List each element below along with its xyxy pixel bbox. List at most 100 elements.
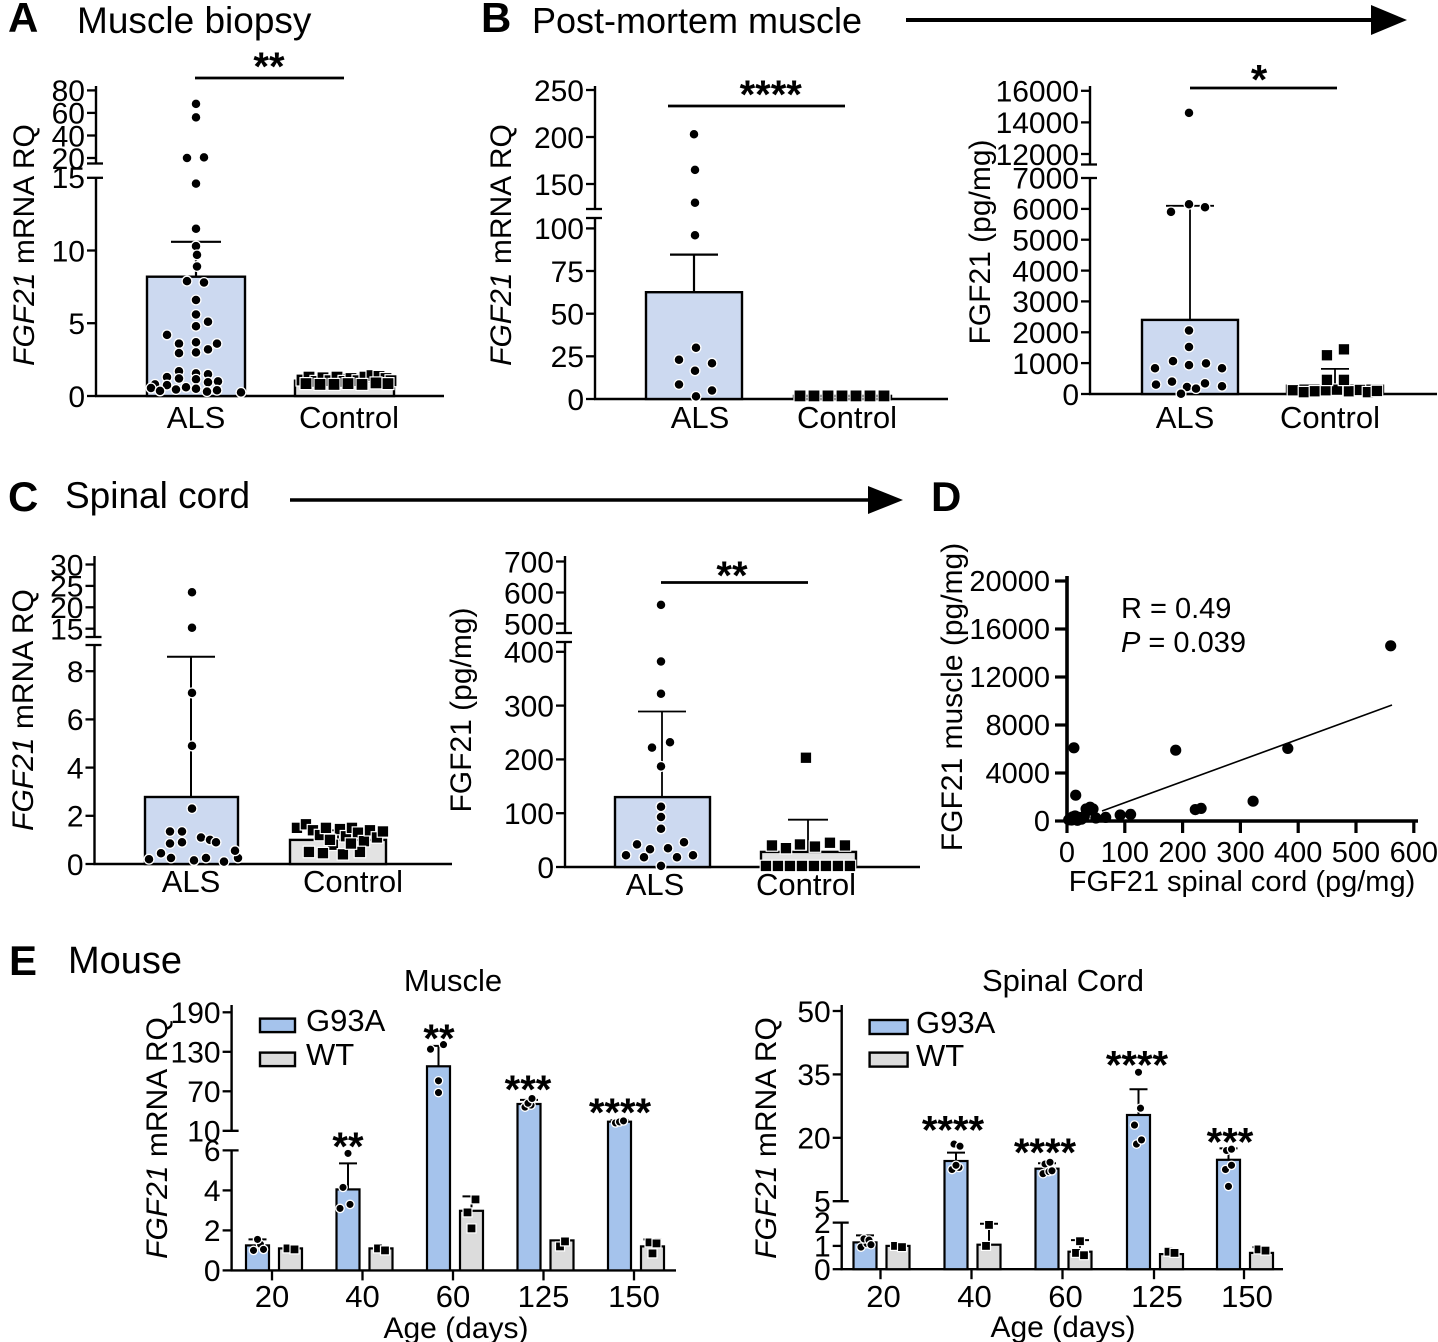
svg-text:6: 6 [67,704,84,737]
svg-text:60: 60 [52,98,85,131]
svg-text:****: **** [1106,1044,1169,1088]
svg-text:80: 80 [52,75,85,108]
svg-text:ALS: ALS [167,400,226,435]
svg-text:***: *** [1207,1121,1254,1165]
svg-text:*: * [1251,56,1268,103]
svg-text:4: 4 [204,1175,221,1208]
svg-text:Mouse: Mouse [68,940,182,982]
svg-text:G93A: G93A [306,1003,386,1038]
svg-text:150: 150 [1221,1279,1273,1314]
svg-text:0: 0 [567,384,584,417]
svg-text:4000: 4000 [985,758,1050,790]
svg-text:2: 2 [814,1207,831,1240]
svg-text:2000: 2000 [1012,317,1079,350]
svg-text:Spinal Cord: Spinal Cord [982,963,1144,998]
svg-text:40: 40 [345,1279,379,1314]
svg-text:20: 20 [52,143,85,176]
svg-text:500: 500 [504,608,554,641]
svg-text:300: 300 [1216,837,1264,869]
svg-text:**: ** [332,1125,364,1169]
svg-text:15: 15 [52,162,85,195]
svg-text:0: 0 [537,852,554,885]
svg-text:50: 50 [797,996,830,1029]
svg-text:20: 20 [866,1279,900,1314]
svg-text:Post-mortem muscle: Post-mortem muscle [532,0,862,41]
svg-text:20000: 20000 [969,566,1050,598]
svg-text:200: 200 [1158,837,1206,869]
svg-text:0: 0 [1062,379,1079,412]
svg-text:20: 20 [255,1279,289,1314]
svg-text:Control: Control [756,867,856,902]
svg-text:6000: 6000 [1012,194,1079,227]
svg-text:70: 70 [187,1076,220,1109]
svg-text:6: 6 [204,1135,221,1168]
svg-text:**: ** [253,45,285,89]
svg-text:16000: 16000 [996,76,1079,109]
svg-text:5: 5 [68,308,85,341]
svg-text:500: 500 [1332,837,1380,869]
svg-text:10: 10 [187,1115,220,1148]
svg-text:0: 0 [67,849,84,882]
svg-text:200: 200 [504,744,554,777]
svg-text:8: 8 [67,656,84,689]
svg-text:600: 600 [1390,837,1438,869]
svg-text:125: 125 [1131,1279,1183,1314]
svg-text:WT: WT [306,1037,354,1072]
svg-text:E: E [9,937,37,984]
svg-text:0: 0 [68,381,85,414]
svg-text:2: 2 [204,1215,221,1248]
svg-text:FGF21 mRNA RQ: FGF21 mRNA RQ [7,589,40,831]
svg-text:700: 700 [504,546,554,579]
svg-text:Control: Control [299,400,399,435]
svg-text:20: 20 [797,1123,830,1156]
svg-text:Age (days): Age (days) [383,1312,528,1342]
svg-text:***: *** [505,1068,552,1112]
svg-text:FGF21 mRNA RQ: FGF21 mRNA RQ [141,1017,174,1259]
svg-text:0: 0 [204,1255,221,1288]
svg-text:300: 300 [504,690,554,723]
svg-text:3000: 3000 [1012,286,1079,319]
svg-text:150: 150 [608,1279,660,1314]
svg-text:ALS: ALS [1156,400,1215,435]
svg-text:16000: 16000 [969,614,1050,646]
svg-text:****: **** [740,73,803,117]
svg-text:100: 100 [534,213,584,246]
svg-text:12000: 12000 [969,662,1050,694]
svg-text:1000: 1000 [1012,348,1079,381]
svg-text:ALS: ALS [671,400,730,435]
svg-text:1: 1 [814,1231,831,1264]
svg-text:60: 60 [436,1279,470,1314]
svg-text:P = 0.039: P = 0.039 [1121,627,1246,659]
svg-text:60: 60 [1048,1279,1082,1314]
svg-text:G93A: G93A [916,1005,996,1040]
svg-text:**: ** [716,554,748,598]
svg-text:15: 15 [50,614,83,647]
svg-text:FGF21 mRNA RQ: FGF21 mRNA RQ [485,124,518,366]
svg-text:20: 20 [50,592,83,625]
svg-text:190: 190 [171,997,221,1030]
svg-text:FGF21 (pg/mg): FGF21 (pg/mg) [964,139,997,344]
svg-text:40: 40 [957,1279,991,1314]
svg-text:FGF21 mRNA RQ: FGF21 mRNA RQ [750,1017,783,1259]
svg-text:0: 0 [1059,837,1075,869]
svg-text:0: 0 [814,1254,831,1287]
svg-text:5: 5 [814,1186,831,1219]
svg-text:50: 50 [551,299,584,332]
svg-text:****: **** [589,1091,652,1135]
svg-text:4: 4 [67,752,84,785]
svg-text:****: **** [1014,1131,1077,1175]
svg-text:4000: 4000 [1012,255,1079,288]
svg-text:Control: Control [1280,400,1380,435]
svg-text:25: 25 [50,571,83,604]
svg-text:600: 600 [504,577,554,610]
svg-text:Control: Control [303,864,403,899]
svg-text:250: 250 [534,75,584,108]
svg-text:**: ** [423,1017,455,1061]
svg-text:WT: WT [916,1038,964,1073]
svg-text:FGF21 (pg/mg): FGF21 (pg/mg) [445,607,478,812]
svg-text:FGF21 spinal cord (pg/mg): FGF21 spinal cord (pg/mg) [1069,866,1416,898]
svg-text:35: 35 [797,1059,830,1092]
svg-text:Age (days): Age (days) [990,1311,1135,1342]
svg-text:7000: 7000 [1012,163,1079,196]
svg-text:14000: 14000 [996,107,1079,140]
